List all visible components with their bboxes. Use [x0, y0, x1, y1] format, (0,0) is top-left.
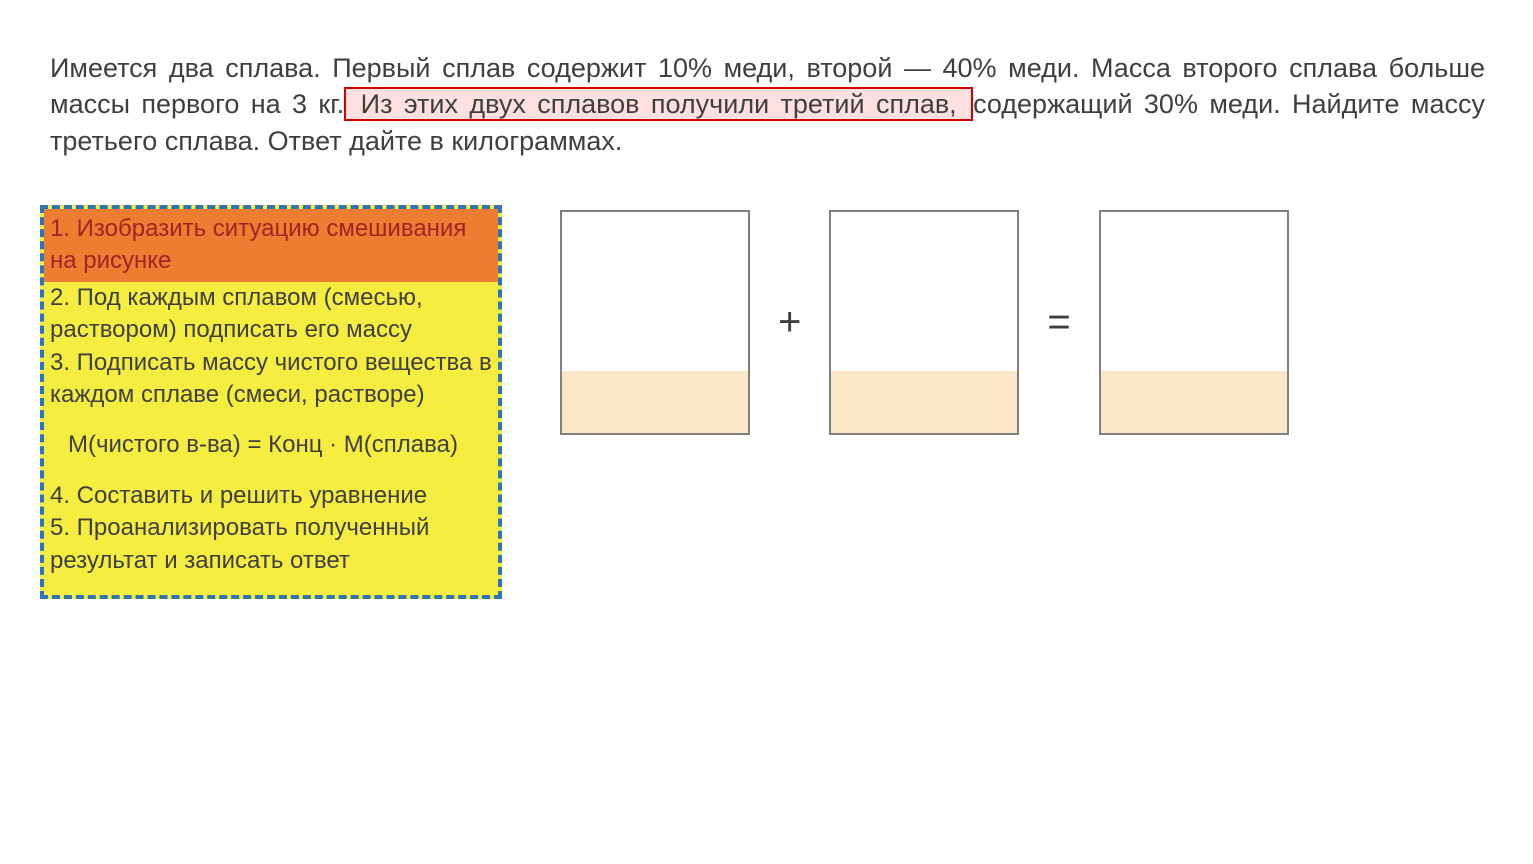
plus-operator: + — [778, 300, 801, 345]
step-4: 4. Составить и решить уравнение — [50, 480, 492, 512]
step-formula: М(чистого в-ва) = Конц · М(сплава) — [68, 429, 492, 461]
problem-statement: Имеется два сплава. Первый сплав содержи… — [50, 50, 1485, 159]
beaker-2-fill — [831, 371, 1017, 433]
beaker-3 — [1099, 210, 1289, 435]
beaker-1-fill — [562, 371, 748, 433]
mixing-diagram: + = — [560, 210, 1289, 435]
beaker-1 — [560, 210, 750, 435]
equals-operator: = — [1047, 300, 1070, 345]
steps-box: 1. Изобразить ситуацию смешивания на рис… — [40, 205, 502, 599]
step-2: 2. Под каждым сплавом (смесью, раствором… — [50, 282, 492, 347]
step-5: 5. Проанализировать полученный результат… — [50, 512, 492, 577]
beaker-3-fill — [1101, 371, 1287, 433]
step-1: 1. Изобразить ситуацию смешивания на рис… — [44, 209, 498, 282]
beaker-2 — [829, 210, 1019, 435]
problem-highlight: Из этих двух сплавов получили третий спл… — [344, 87, 973, 121]
step-3: 3. Подписать массу чистого вещества в ка… — [50, 347, 492, 412]
